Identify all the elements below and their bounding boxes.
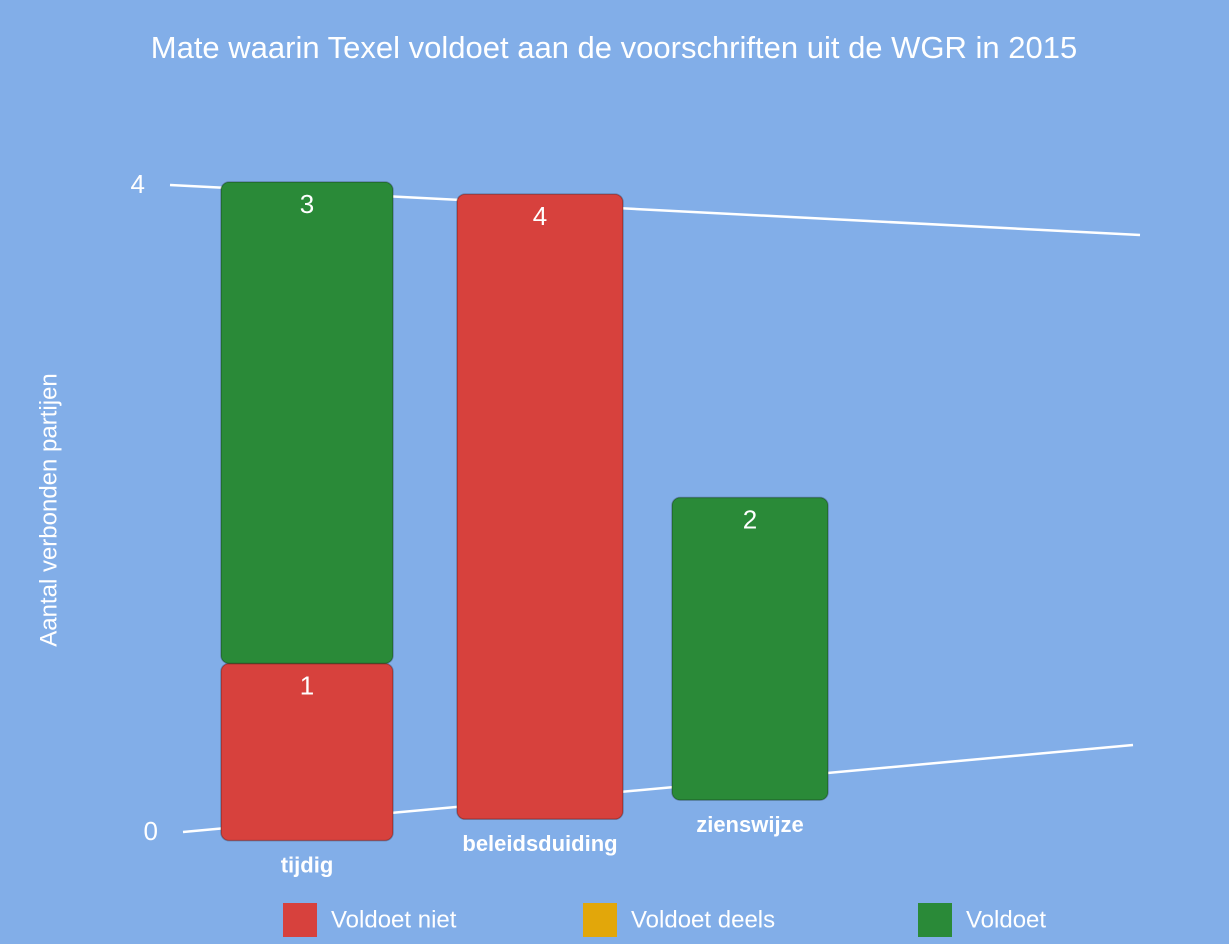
bar-segment (220, 181, 394, 665)
x-tick-label: tijdig (281, 852, 334, 877)
legend-swatch (283, 903, 317, 937)
y-axis-label: Aantal verbonden partijen (35, 373, 62, 647)
legend-label: Voldoet deels (631, 906, 775, 933)
data-label: 2 (743, 504, 757, 534)
y-tick-label: 0 (144, 816, 158, 846)
legend-label: Voldoet niet (331, 906, 457, 933)
data-label: 1 (300, 670, 314, 700)
bar-segment (456, 193, 624, 821)
x-tick-label: beleidsduiding (462, 831, 617, 856)
chart-title: Mate waarin Texel voldoet aan de voorsch… (151, 30, 1078, 65)
legend-label: Voldoet (966, 906, 1046, 933)
bar-segment (671, 496, 829, 801)
data-label: 3 (300, 189, 314, 219)
legend-swatch (583, 903, 617, 937)
x-tick-label: zienswijze (696, 812, 804, 837)
data-label: 4 (533, 201, 547, 231)
legend-swatch (918, 903, 952, 937)
y-tick-label: 4 (131, 169, 145, 199)
